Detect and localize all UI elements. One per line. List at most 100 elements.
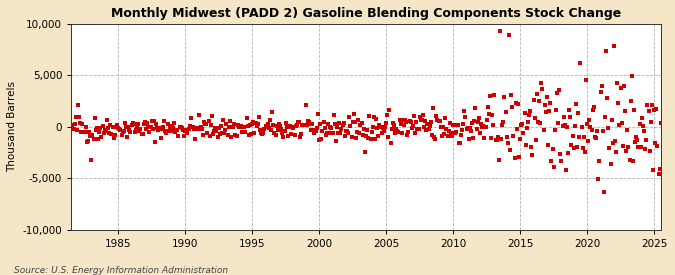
Point — [191, 126, 202, 131]
Point — [593, 177, 603, 182]
Point — [618, 144, 628, 149]
Point — [642, 102, 653, 107]
Point — [321, 133, 331, 138]
Point — [605, 162, 616, 166]
Point — [252, 121, 263, 126]
Point — [238, 125, 248, 129]
Point — [592, 129, 603, 133]
Point — [249, 131, 260, 135]
Point — [148, 118, 159, 123]
Point — [373, 134, 383, 138]
Point — [319, 126, 330, 130]
Point — [202, 131, 213, 136]
Point — [591, 136, 601, 141]
Point — [650, 141, 661, 145]
Point — [611, 149, 622, 154]
Point — [613, 101, 624, 105]
Point — [167, 126, 178, 130]
Point — [457, 128, 468, 132]
Point — [196, 126, 207, 131]
Point — [190, 136, 200, 141]
Point — [147, 126, 158, 131]
Point — [140, 126, 151, 131]
Point — [447, 133, 458, 138]
Point — [174, 125, 185, 129]
Point — [261, 125, 272, 129]
Point — [652, 143, 663, 148]
Point — [545, 101, 556, 105]
Point — [354, 131, 364, 135]
Point — [221, 122, 232, 126]
Point — [655, 121, 666, 126]
Point — [364, 114, 375, 118]
Point — [176, 126, 187, 131]
Point — [258, 131, 269, 135]
Point — [633, 145, 644, 150]
Point — [331, 125, 342, 129]
Point — [277, 131, 288, 136]
Point — [166, 123, 177, 128]
Point — [623, 145, 634, 149]
Point — [254, 128, 265, 132]
Point — [432, 117, 443, 122]
Point — [582, 122, 593, 126]
Point — [333, 130, 344, 135]
Point — [599, 189, 610, 194]
Point — [99, 128, 110, 133]
Point — [209, 129, 219, 134]
Point — [106, 132, 117, 136]
Point — [541, 109, 551, 114]
Point — [189, 126, 200, 131]
Point — [266, 128, 277, 132]
Point — [192, 126, 203, 130]
Point — [334, 121, 345, 125]
Point — [241, 116, 252, 120]
Point — [200, 122, 211, 127]
Point — [614, 123, 625, 127]
Point — [299, 123, 310, 127]
Point — [576, 125, 587, 130]
Point — [469, 119, 480, 123]
Point — [537, 87, 548, 92]
Point — [612, 81, 622, 85]
Point — [350, 119, 360, 124]
Point — [495, 137, 506, 142]
Point — [171, 128, 182, 132]
Point — [483, 112, 494, 116]
Point — [418, 113, 429, 118]
Point — [76, 130, 86, 134]
Point — [578, 135, 589, 140]
Point — [212, 135, 223, 139]
Point — [510, 101, 521, 105]
Point — [217, 131, 227, 136]
Point — [560, 123, 570, 128]
Point — [628, 108, 639, 112]
Point — [463, 137, 474, 141]
Point — [338, 120, 349, 125]
Point — [448, 123, 458, 127]
Point — [414, 115, 425, 120]
Point — [536, 81, 547, 86]
Point — [577, 146, 588, 150]
Point — [215, 132, 225, 136]
Point — [406, 125, 417, 130]
Point — [418, 125, 429, 129]
Point — [180, 128, 190, 133]
Point — [269, 131, 280, 136]
Point — [522, 120, 533, 125]
Point — [237, 130, 248, 134]
Point — [86, 158, 97, 162]
Point — [321, 131, 332, 135]
Point — [464, 125, 475, 130]
Point — [224, 119, 235, 123]
Point — [230, 133, 241, 138]
Point — [546, 159, 557, 163]
Point — [210, 126, 221, 130]
Point — [495, 29, 506, 33]
Point — [415, 118, 426, 122]
Point — [416, 118, 427, 122]
Point — [96, 134, 107, 139]
Point — [346, 134, 357, 139]
Point — [355, 123, 366, 127]
Point — [239, 125, 250, 129]
